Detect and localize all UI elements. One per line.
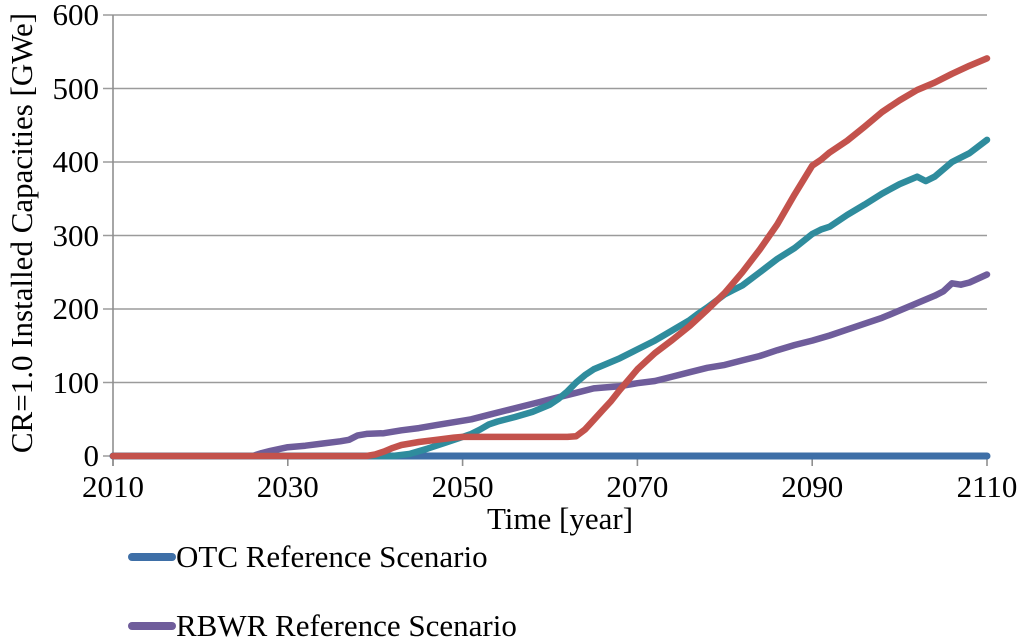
- y-axis-title: CR=1.0 Installed Capacities [GWe]: [4, 12, 39, 454]
- legend-swatch-otc-line: [128, 553, 176, 561]
- y-tick-label-400: 400: [52, 144, 100, 179]
- x-tick-label-2010: 2010: [82, 469, 144, 504]
- x-tick-label-2070: 2070: [606, 469, 669, 504]
- x-tick-label-2050: 2050: [431, 469, 494, 504]
- x-tick-label-2030: 2030: [256, 469, 319, 504]
- y-tick-label-100: 100: [52, 364, 100, 400]
- series-line-2: [109, 271, 991, 460]
- y-tick-label-300: 300: [52, 217, 100, 253]
- x-axis-title: Time [year]: [486, 501, 634, 536]
- series-line-3: [109, 136, 991, 460]
- x-tick-label-2110: 2110: [956, 469, 1018, 504]
- legend-item-rbwr: RBWR Reference Scenario: [128, 609, 517, 643]
- y-tick-label-600: 600: [52, 0, 100, 32]
- legend-label-rbwr: RBWR Reference Scenario: [176, 608, 517, 643]
- y-tick-label-200: 200: [52, 291, 100, 326]
- y-tick-label-0: 0: [83, 438, 100, 473]
- legend-label-otc: OTC Reference Scenario: [176, 539, 488, 574]
- x-tick-label-2090: 2090: [781, 469, 844, 504]
- series-line-4: [109, 55, 991, 460]
- legend-item-otc: OTC Reference Scenario: [128, 540, 488, 574]
- y-tick-label-500: 500: [52, 70, 100, 106]
- legend-swatch-rbwr-line: [128, 622, 176, 630]
